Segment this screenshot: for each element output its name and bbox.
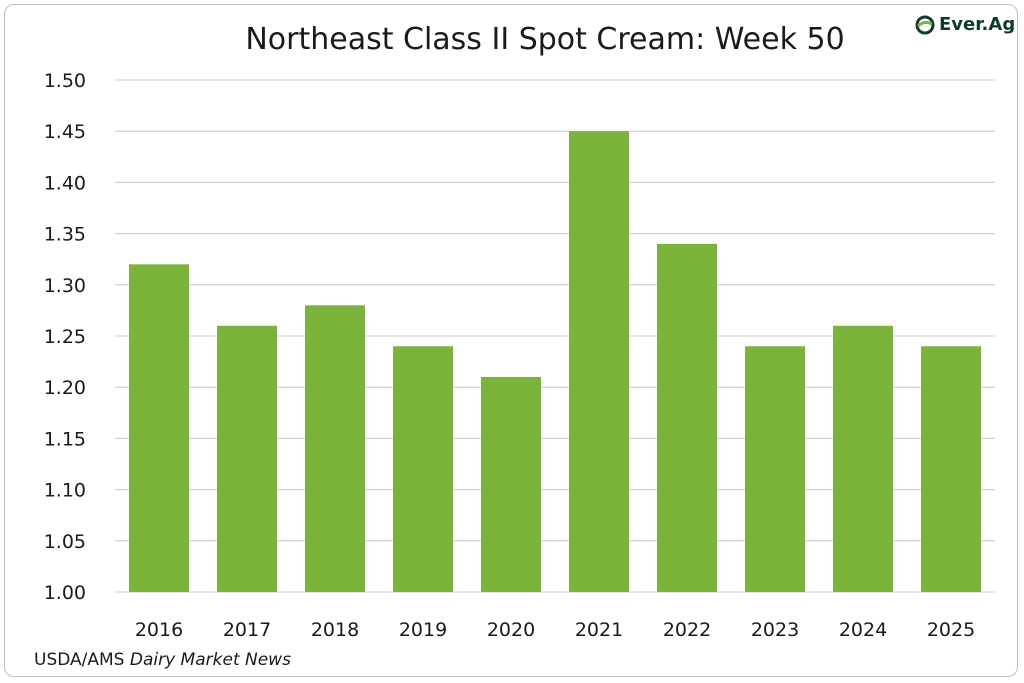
leaf-e-icon <box>915 15 935 34</box>
bar-2025 <box>921 346 981 592</box>
brand-logo: Ever.Ag <box>915 14 1015 35</box>
bar-2016 <box>129 264 189 592</box>
bar-2024 <box>833 325 893 592</box>
y-tick-label: 1.45 <box>44 121 86 143</box>
chart-title: Northeast Class II Spot Cream: Week 50 <box>245 22 845 57</box>
x-tick-label: 2016 <box>135 619 183 641</box>
x-tick-label: 2021 <box>575 619 623 641</box>
y-tick-label: 1.50 <box>44 70 86 92</box>
bar-2018 <box>305 305 365 592</box>
y-tick-label: 1.15 <box>44 428 86 450</box>
x-tick-label: 2023 <box>751 619 799 641</box>
x-tick-label: 2024 <box>839 619 887 641</box>
y-tick-label: 1.40 <box>44 172 86 194</box>
y-tick-label: 1.35 <box>44 224 86 246</box>
y-tick-label: 1.20 <box>44 377 86 399</box>
bar-2020 <box>481 376 541 592</box>
brand-logo-text: Ever.Ag <box>939 14 1016 35</box>
y-tick-label: 1.25 <box>44 326 86 348</box>
bar-2022 <box>657 243 717 592</box>
x-tick-label: 2019 <box>399 619 447 641</box>
x-tick-label: 2020 <box>487 619 535 641</box>
x-tick-label: 2018 <box>311 619 359 641</box>
y-tick-label: 1.00 <box>44 582 86 604</box>
source-note: USDA/AMS Dairy Market News <box>34 650 291 670</box>
chart-frame <box>4 4 1018 677</box>
y-tick-label: 1.05 <box>44 531 86 553</box>
x-tick-label: 2022 <box>663 619 711 641</box>
bar-2021 <box>569 131 629 592</box>
source-prefix: USDA/AMS <box>34 650 130 670</box>
y-tick-label: 1.30 <box>44 275 86 297</box>
source-publication: Dairy Market News <box>129 650 291 670</box>
x-tick-label: 2017 <box>223 619 271 641</box>
bar-2019 <box>393 346 453 592</box>
y-tick-label: 1.10 <box>44 480 86 502</box>
x-tick-label: 2025 <box>927 619 975 641</box>
bar-2023 <box>745 346 805 592</box>
bar-2017 <box>217 325 277 592</box>
